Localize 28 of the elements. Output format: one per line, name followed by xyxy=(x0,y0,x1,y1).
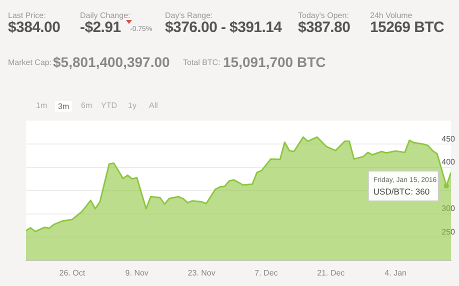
text: 15,091,700 BTC xyxy=(223,54,326,70)
y-tick-label: 450 xyxy=(442,134,456,144)
x-tick-label: 23. Nov xyxy=(188,268,216,278)
x-tick-label: 4. Jan xyxy=(384,268,406,278)
text: Market Cap: xyxy=(8,58,52,67)
text: $376.00 - $391.14 xyxy=(165,19,282,36)
text: 1m xyxy=(36,101,48,110)
text: 1y xyxy=(128,101,136,110)
text: YTD xyxy=(101,101,117,110)
x-tick-label: 21. Dec xyxy=(317,268,345,278)
x-tick-label: 26. Oct xyxy=(59,268,86,278)
text: Day's Range: xyxy=(165,11,213,20)
text: $387.80 xyxy=(298,19,350,36)
text: All xyxy=(149,101,158,110)
text: 6m xyxy=(81,101,92,110)
text: 3m xyxy=(55,101,72,112)
x-tick-label: 7. Dec xyxy=(254,268,278,278)
text: $5,801,400,397.00 xyxy=(53,54,170,70)
text: $384.00 xyxy=(8,19,60,36)
text: Daily Change: xyxy=(80,11,130,20)
x-tick-label: 9. Nov xyxy=(125,268,148,278)
text: Total BTC: xyxy=(183,58,220,67)
text: -$2.91 xyxy=(80,19,121,36)
y-tick-label: 400 xyxy=(442,158,456,167)
text: Today's Open: xyxy=(298,11,349,20)
text: 24h Volume xyxy=(370,11,412,20)
text: 15269 BTC xyxy=(370,19,444,36)
text: Last Price: xyxy=(8,11,46,20)
